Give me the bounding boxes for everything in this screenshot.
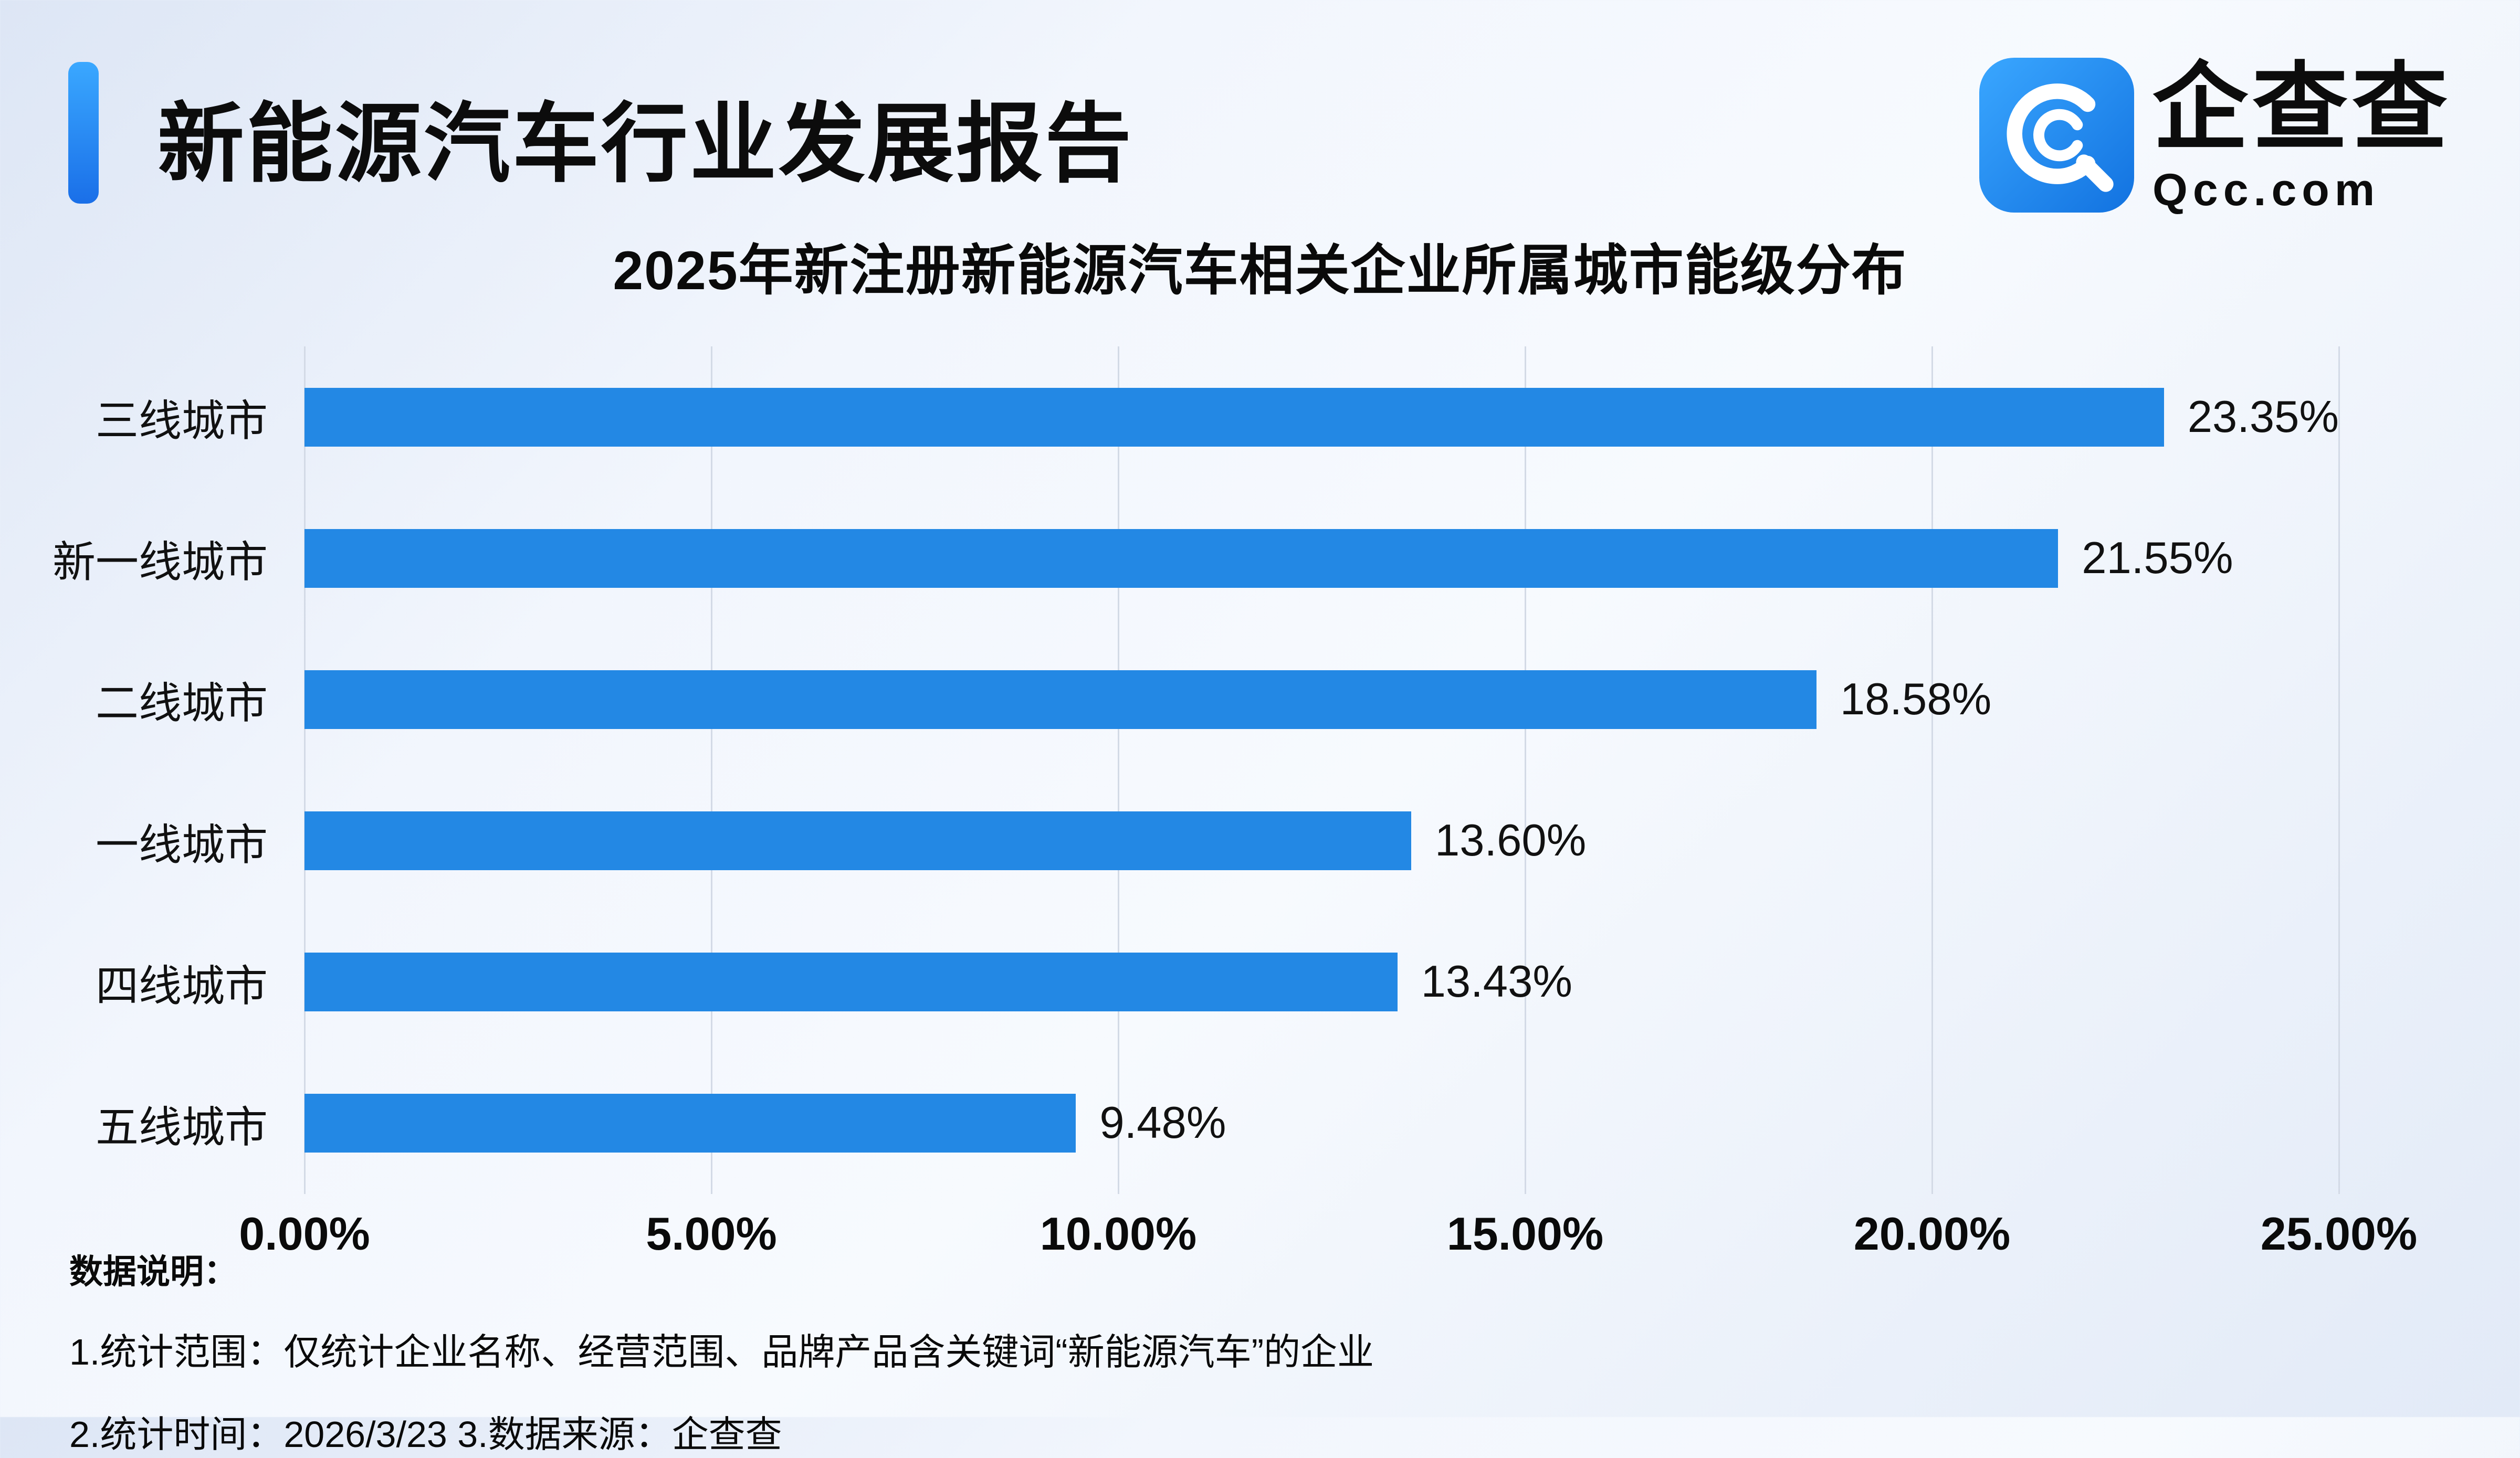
bar-rows: 三线城市 23.35% 新一线城市 21.55% 二线城市 18.58% 一线城市 13.60… <box>52 346 2339 1194</box>
qcc-logo-name: 企查查 <box>2152 54 2452 161</box>
x-axis: 0.00% 5.00% 10.00% 15.00% 20.00% 25.00% <box>239 1207 2417 1270</box>
gridline <box>1525 346 1526 1194</box>
value-label: 18.58% <box>1840 674 1992 724</box>
category-label: 四线城市 <box>95 962 268 1010</box>
bar <box>304 529 2059 588</box>
category-label: 二线城市 <box>95 680 268 728</box>
bar-row: 二线城市 18.58% <box>96 629 2339 770</box>
bar-row: 四线城市 13.43% <box>96 912 2339 1053</box>
value-label: 21.55% <box>2082 533 2233 583</box>
gridline <box>711 346 712 1194</box>
bar <box>304 1094 1076 1153</box>
value-label: 23.35% <box>2187 392 2339 442</box>
gridline <box>2338 346 2340 1194</box>
bar <box>304 953 1398 1012</box>
note-scope: 1.统计范围：仅统计企业名称、经营范围、品牌产品含关键词“新能源汽车”的企业 <box>69 1332 1374 1372</box>
note-time-source: 2.统计时间：2026/3/23 3.数据来源：企查查 <box>69 1414 782 1455</box>
bar <box>304 387 2164 447</box>
x-tick-label: 25.00% <box>2260 1208 2418 1260</box>
report-title: 新能源汽车行业发展报告 <box>158 96 1133 192</box>
bar-row: 五线城市 9.48% <box>96 1053 2339 1194</box>
gridline <box>1931 346 1933 1194</box>
bar-row: 三线城市 23.35% <box>96 346 2339 488</box>
bar-row: 一线城市 13.60% <box>96 770 2339 912</box>
x-tick-label: 5.00% <box>646 1208 777 1260</box>
category-label: 一线城市 <box>95 821 268 869</box>
notes-title: 数据说明： <box>69 1253 237 1291</box>
x-tick-label: 10.00% <box>1040 1208 1197 1260</box>
bar-chart: 三线城市 23.35% 新一线城市 21.55% 二线城市 18.58% 一线城市 13.60… <box>52 346 2417 1260</box>
qcc-logo: 企查查 Qcc.com <box>1979 54 2452 216</box>
x-tick-label: 20.00% <box>1853 1208 2011 1260</box>
category-label: 五线城市 <box>95 1103 268 1151</box>
category-label: 新一线城市 <box>52 538 268 587</box>
title-accent-bar <box>68 62 99 204</box>
value-label: 13.60% <box>1435 816 1587 866</box>
qcc-logo-icon <box>1979 58 2134 213</box>
value-label: 13.43% <box>1421 957 1572 1007</box>
value-label: 9.48% <box>1099 1098 1226 1148</box>
x-tick-label: 0.00% <box>239 1208 370 1260</box>
bar <box>304 670 1816 729</box>
data-notes: 数据说明： 1.统计范围：仅统计企业名称、经营范围、品牌产品含关键词“新能源汽车… <box>69 1245 1374 1458</box>
bar-row: 新一线城市 21.55% <box>52 488 2339 629</box>
gridline <box>1118 346 1119 1194</box>
qcc-logo-domain: Qcc.com <box>2152 165 2380 216</box>
bar <box>304 811 1411 871</box>
x-tick-label: 15.00% <box>1446 1208 1604 1260</box>
gridline <box>304 346 306 1194</box>
report-page: 新能源汽车行业发展报告 企查查 Qcc.com 2025年新注册新能源汽车相关企… <box>52 54 2452 1455</box>
chart-title: 2025年新注册新能源汽车相关企业所属城市能级分布 <box>613 240 1907 301</box>
category-label: 三线城市 <box>95 397 268 446</box>
qcc-logo-text: 企查查 Qcc.com <box>2152 54 2452 216</box>
